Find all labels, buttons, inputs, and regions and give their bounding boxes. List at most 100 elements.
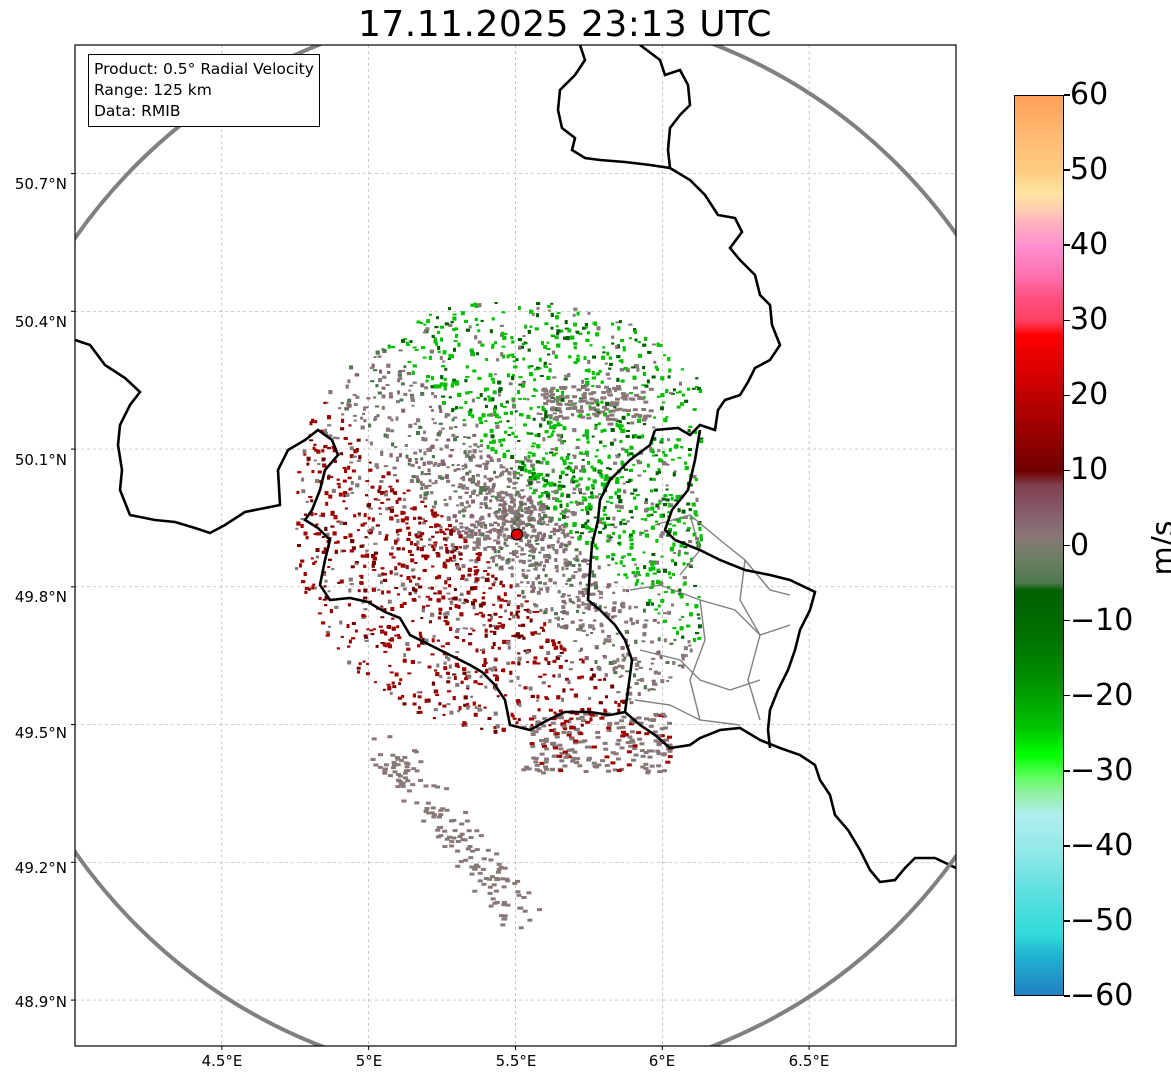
echo-pixel — [434, 511, 438, 515]
echo-pixel — [668, 576, 672, 579]
echo-pixel — [573, 640, 578, 643]
echo-pixel — [388, 392, 393, 396]
echo-pixel — [432, 548, 436, 552]
echo-pixel — [489, 459, 494, 462]
echo-pixel — [558, 709, 563, 713]
echo-pixel — [296, 491, 300, 494]
echo-pixel — [500, 877, 506, 881]
echo-pixel — [586, 440, 590, 444]
echo-pixel — [585, 380, 590, 385]
echo-pixel — [606, 516, 611, 520]
echo-pixel — [524, 574, 529, 577]
echo-pixel — [465, 675, 469, 680]
echo-pixel — [529, 325, 533, 328]
echo-pixel — [591, 435, 595, 438]
echo-pixel — [555, 529, 560, 533]
echo-pixel — [450, 560, 454, 562]
echo-pixel — [665, 488, 669, 491]
echo-pixel — [464, 401, 468, 404]
echo-pixel — [405, 454, 409, 459]
echo-pixel — [379, 480, 384, 483]
echo-pixel — [523, 463, 527, 468]
echo-pixel — [469, 495, 472, 498]
echo-pixel — [539, 626, 544, 629]
echo-pixel — [536, 313, 539, 318]
echo-pixel — [381, 572, 385, 576]
echo-pixel — [644, 336, 648, 341]
echo-pixel — [455, 380, 460, 385]
echo-pixel — [423, 520, 428, 523]
echo-pixel — [654, 608, 659, 611]
echo-pixel — [509, 354, 513, 357]
echo-pixel — [421, 819, 427, 823]
echo-pixel — [444, 444, 449, 449]
echo-pixel — [389, 508, 394, 513]
echo-pixel — [406, 526, 411, 530]
echo-pixel — [479, 486, 484, 490]
echo-pixel — [617, 488, 622, 493]
echo-pixel — [557, 434, 562, 438]
echo-pixel — [618, 675, 622, 678]
echo-pixel — [465, 453, 470, 458]
echo-pixel — [602, 521, 607, 525]
echo-pixel — [474, 570, 479, 574]
echo-pixel — [572, 492, 577, 495]
echo-pixel — [652, 477, 656, 481]
echo-pixel — [508, 382, 513, 386]
echo-pixel — [652, 572, 657, 575]
echo-pixel — [398, 349, 403, 352]
echo-pixel — [476, 494, 480, 497]
echo-pixel — [389, 453, 393, 458]
echo-pixel — [532, 467, 536, 472]
echo-pixel — [463, 509, 467, 513]
echo-pixel — [516, 615, 520, 619]
echo-pixel — [633, 606, 638, 609]
echo-pixel — [399, 453, 402, 458]
echo-pixel — [487, 507, 492, 510]
echo-pixel — [445, 642, 450, 645]
echo-pixel — [551, 468, 555, 472]
echo-pixel — [499, 598, 504, 602]
echo-pixel — [589, 592, 594, 596]
echo-pixel — [524, 456, 527, 461]
echo-pixel — [628, 479, 632, 483]
echo-pixel — [413, 588, 418, 592]
echo-pixel — [547, 661, 551, 665]
echo-pixel — [488, 667, 493, 671]
echo-pixel — [314, 513, 318, 516]
echo-pixel — [495, 675, 499, 678]
echo-pixel — [663, 503, 667, 507]
echo-pixel — [341, 418, 345, 423]
echo-pixel — [529, 372, 534, 377]
echo-pixel — [456, 628, 461, 631]
echo-pixel — [510, 517, 514, 521]
echo-pixel — [551, 544, 555, 546]
echo-pixel — [495, 516, 499, 519]
echo-pixel — [389, 570, 393, 575]
echo-pixel — [656, 579, 661, 584]
echo-pixel — [324, 595, 329, 600]
echo-pixel — [667, 357, 671, 362]
echo-pixel — [438, 825, 444, 829]
echo-pixel — [397, 373, 402, 377]
echo-pixel — [510, 455, 515, 459]
echo-pixel — [613, 666, 618, 670]
echo-pixel — [375, 384, 379, 388]
echo-pixel — [476, 537, 480, 542]
echo-pixel — [512, 521, 517, 525]
echo-pixel — [412, 598, 417, 602]
echo-pixel — [394, 587, 399, 589]
echo-pixel — [488, 587, 493, 590]
echo-pixel — [653, 360, 657, 364]
echo-pixel — [472, 598, 477, 601]
echo-pixel — [484, 488, 489, 491]
echo-pixel — [629, 617, 633, 622]
echo-pixel — [467, 845, 473, 848]
echo-pixel — [686, 624, 691, 628]
echo-pixel — [587, 331, 590, 335]
echo-pixel — [644, 619, 649, 622]
echo-pixel — [400, 563, 405, 568]
echo-pixel — [502, 639, 507, 644]
echo-pixel — [517, 652, 521, 655]
echo-pixel — [391, 681, 395, 685]
